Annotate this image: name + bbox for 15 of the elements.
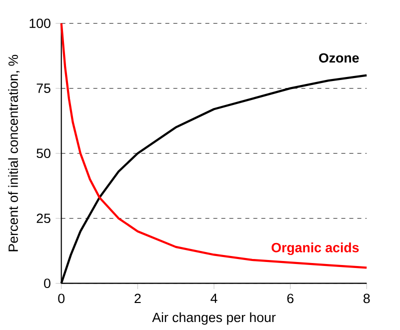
y-tick-label: 75 bbox=[36, 84, 50, 93]
x-tick-label: 8 bbox=[364, 294, 370, 304]
x-tick-label: 6 bbox=[287, 294, 294, 304]
x-axis-title: Air changes per hour bbox=[152, 312, 276, 325]
y-tick-label: 100 bbox=[30, 18, 50, 28]
x-tick-label: 0 bbox=[58, 294, 65, 304]
y-tick-label: 25 bbox=[36, 214, 50, 224]
x-tick-label: 4 bbox=[210, 294, 218, 303]
line-series bbox=[60, 22, 368, 269]
series-label: Organic acids bbox=[272, 242, 359, 256]
y-tick-label: 50 bbox=[36, 148, 50, 158]
y-tick-label: 0 bbox=[44, 278, 50, 288]
y-axis-title: Percent of initial concentration, % bbox=[8, 54, 20, 252]
series-label: Ozone bbox=[319, 53, 359, 63]
x-tick-label: 2 bbox=[134, 294, 141, 304]
